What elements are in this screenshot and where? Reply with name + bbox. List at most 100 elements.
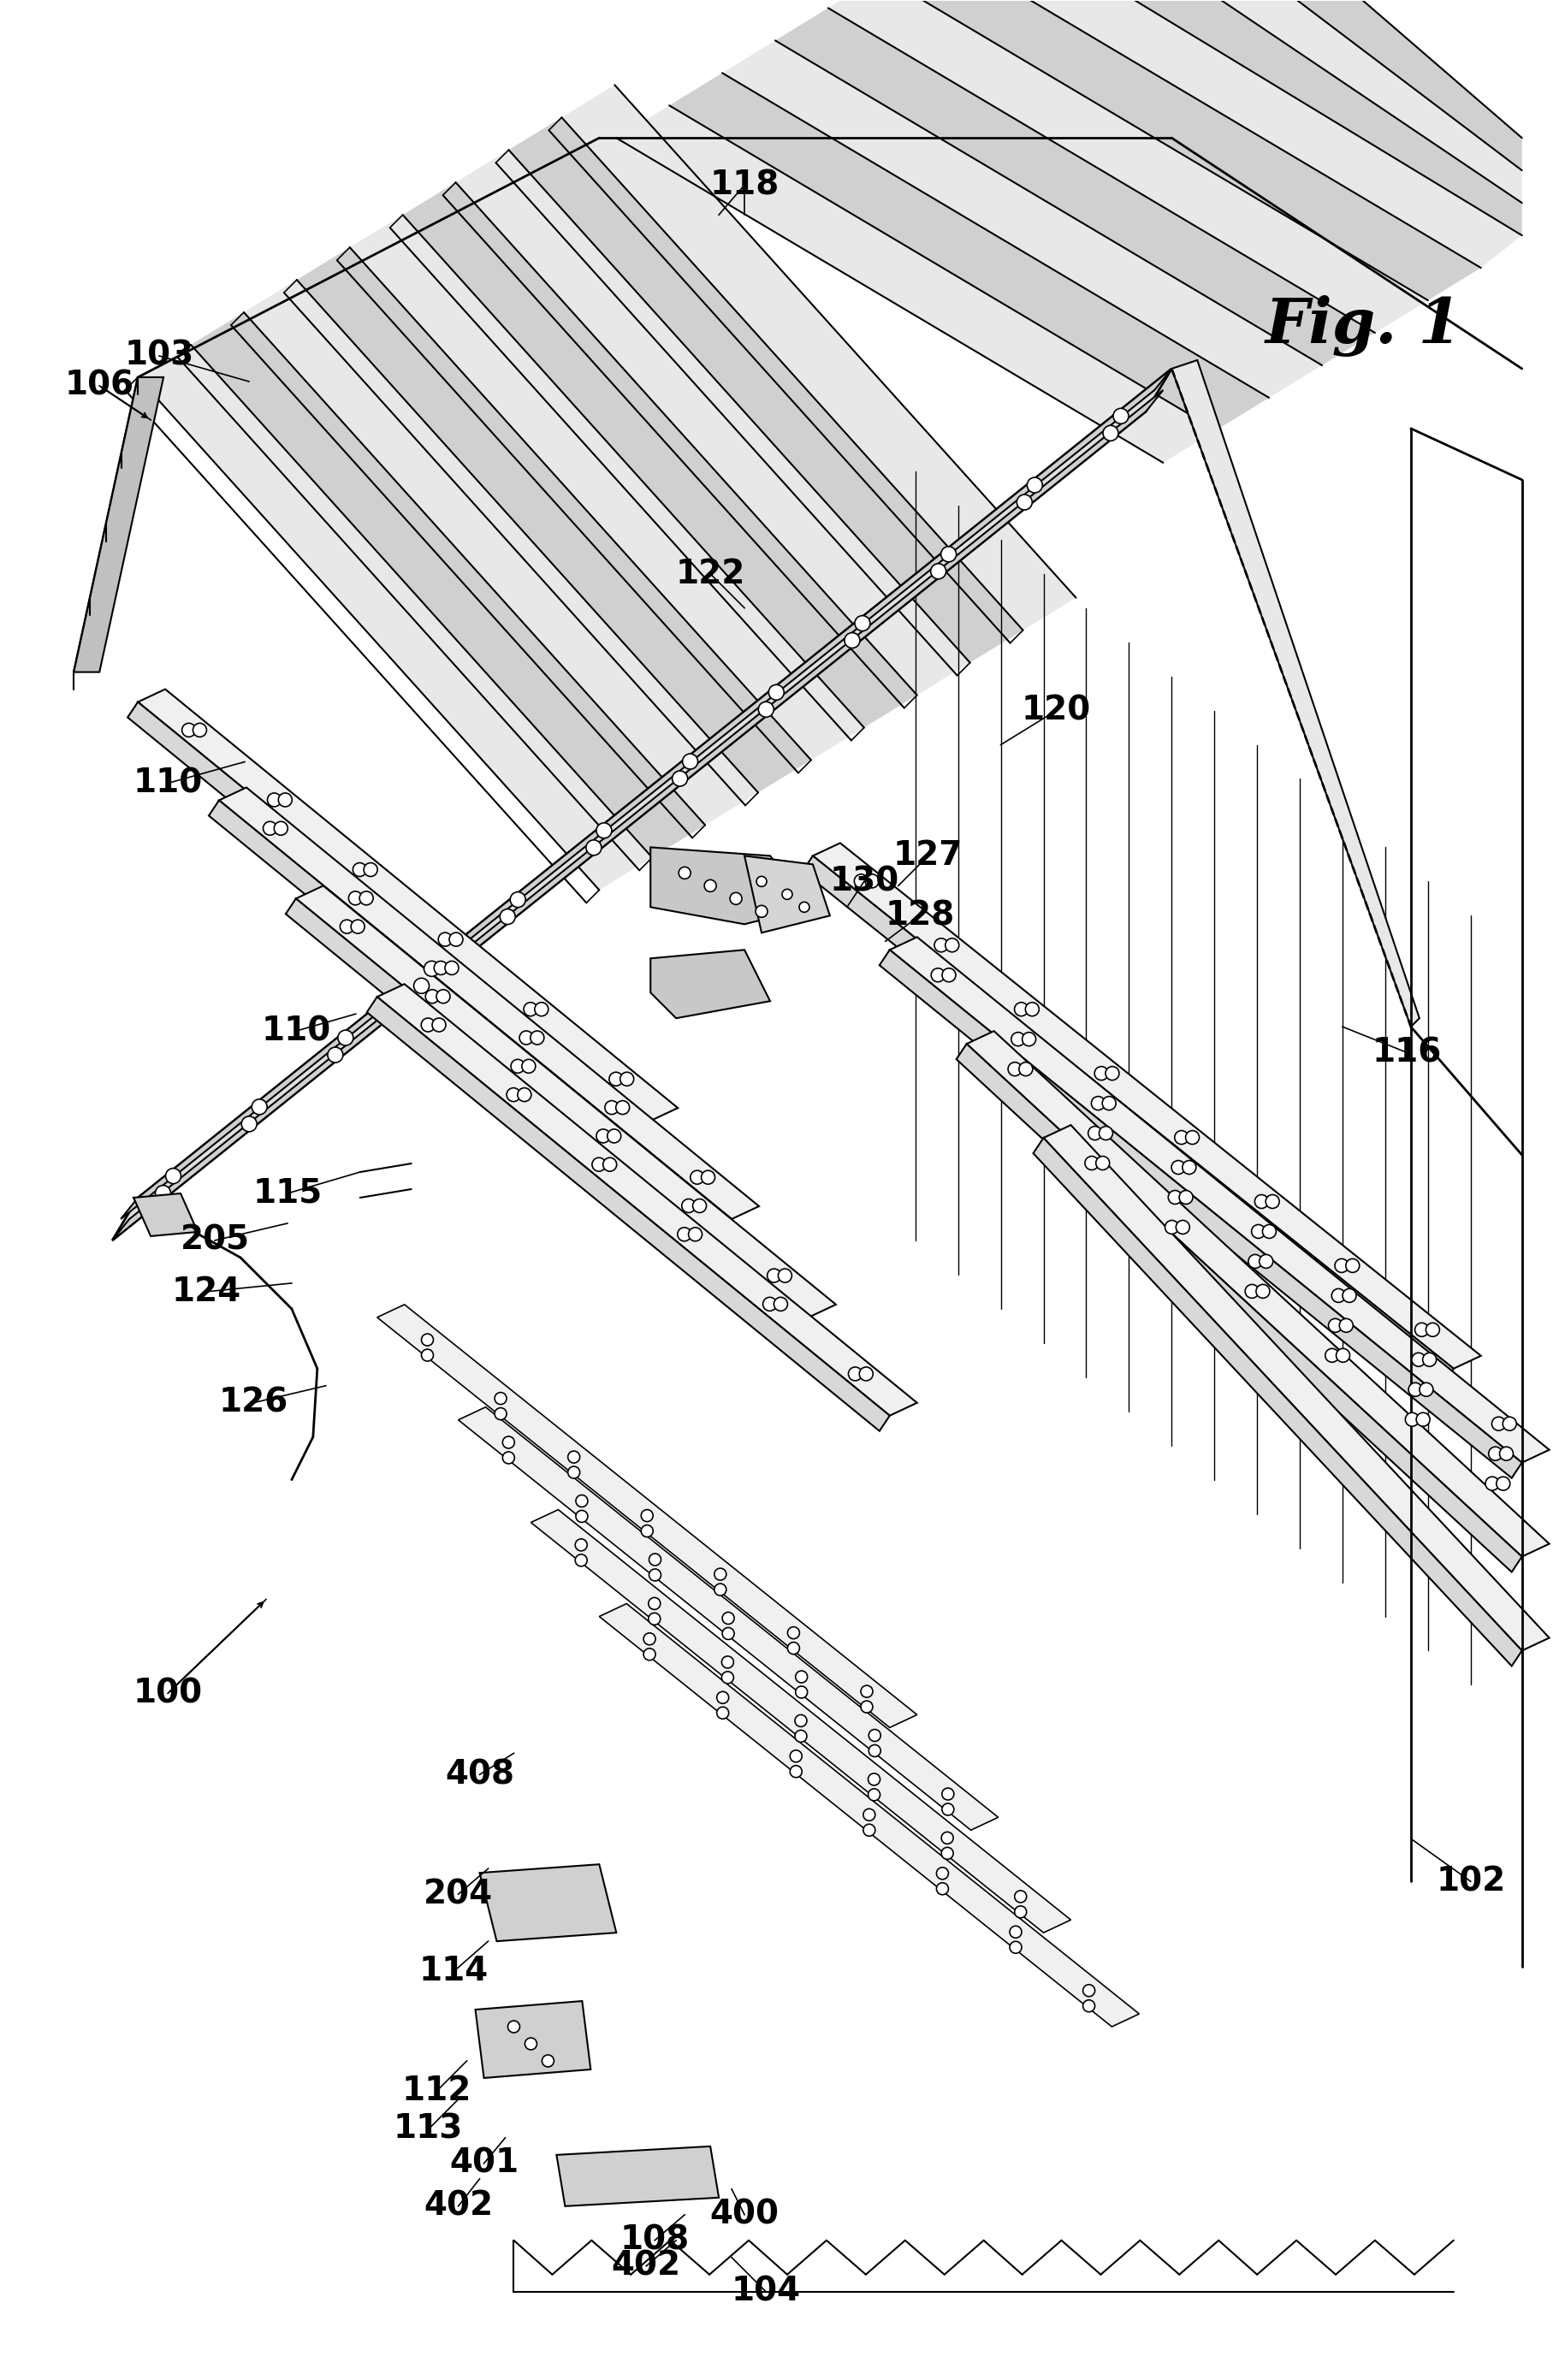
Circle shape — [360, 890, 372, 904]
Polygon shape — [1044, 1126, 1549, 1652]
Polygon shape — [366, 997, 890, 1430]
Text: 100: 100 — [133, 1678, 202, 1709]
Polygon shape — [775, 7, 1376, 364]
Polygon shape — [297, 248, 811, 793]
Polygon shape — [191, 312, 706, 857]
Circle shape — [848, 1366, 862, 1380]
Circle shape — [421, 1019, 435, 1033]
Circle shape — [690, 1171, 704, 1185]
Circle shape — [869, 1773, 880, 1785]
Circle shape — [518, 1088, 531, 1102]
Circle shape — [531, 1031, 545, 1045]
Circle shape — [689, 1228, 703, 1240]
Circle shape — [576, 1554, 587, 1566]
Polygon shape — [113, 390, 1163, 1240]
Circle shape — [351, 919, 365, 933]
Text: 104: 104 — [731, 2275, 801, 2309]
Circle shape — [241, 1116, 257, 1130]
Text: 204: 204 — [424, 1878, 493, 1911]
Circle shape — [1105, 1066, 1119, 1081]
Circle shape — [1094, 1066, 1108, 1081]
Circle shape — [1346, 1259, 1360, 1273]
Circle shape — [1096, 1157, 1110, 1171]
Polygon shape — [531, 1509, 1070, 1933]
Circle shape — [723, 1611, 734, 1623]
Polygon shape — [651, 847, 812, 923]
Circle shape — [363, 864, 377, 876]
Circle shape — [934, 938, 948, 952]
Circle shape — [723, 1628, 734, 1640]
Circle shape — [352, 864, 366, 876]
Circle shape — [861, 1702, 873, 1714]
Circle shape — [421, 1333, 434, 1345]
Circle shape — [1183, 1161, 1196, 1173]
Polygon shape — [562, 86, 1077, 631]
Text: 400: 400 — [711, 2199, 779, 2230]
Polygon shape — [956, 1045, 1521, 1573]
Circle shape — [1099, 1126, 1113, 1140]
Circle shape — [756, 876, 767, 888]
Polygon shape — [133, 1192, 197, 1235]
Circle shape — [679, 866, 690, 878]
Circle shape — [942, 1787, 955, 1799]
Polygon shape — [128, 702, 651, 1135]
Circle shape — [864, 1809, 875, 1821]
Circle shape — [1499, 1447, 1513, 1461]
Polygon shape — [349, 214, 864, 759]
Circle shape — [327, 1047, 343, 1061]
Circle shape — [1014, 1002, 1028, 1016]
Circle shape — [845, 633, 859, 647]
Circle shape — [942, 1833, 953, 1844]
Circle shape — [576, 1495, 588, 1507]
Circle shape — [421, 1349, 434, 1361]
Circle shape — [649, 1568, 660, 1580]
Polygon shape — [509, 117, 1024, 662]
Circle shape — [535, 1002, 548, 1016]
Circle shape — [1412, 1352, 1426, 1366]
Circle shape — [1025, 1002, 1039, 1016]
Circle shape — [1103, 426, 1119, 440]
Polygon shape — [1172, 359, 1419, 1026]
Circle shape — [1017, 495, 1033, 509]
Circle shape — [717, 1706, 729, 1718]
Circle shape — [432, 1019, 446, 1033]
Circle shape — [1488, 1447, 1502, 1461]
Circle shape — [790, 1766, 801, 1778]
Circle shape — [759, 702, 773, 716]
Circle shape — [795, 1671, 808, 1683]
Circle shape — [649, 1554, 660, 1566]
Circle shape — [349, 890, 362, 904]
Circle shape — [942, 969, 956, 983]
Circle shape — [502, 1438, 515, 1449]
Text: 113: 113 — [393, 2113, 463, 2144]
Circle shape — [800, 902, 809, 912]
Circle shape — [1113, 409, 1128, 424]
Circle shape — [701, 1171, 715, 1185]
Circle shape — [541, 2054, 554, 2066]
Polygon shape — [881, 0, 1480, 300]
Circle shape — [1405, 1414, 1419, 1426]
Polygon shape — [557, 2147, 718, 2206]
Circle shape — [413, 978, 429, 992]
Circle shape — [756, 904, 767, 916]
Text: 127: 127 — [894, 840, 962, 871]
Text: 130: 130 — [829, 866, 898, 897]
Circle shape — [1175, 1221, 1189, 1233]
Polygon shape — [803, 857, 1454, 1385]
Text: 402: 402 — [612, 2249, 681, 2282]
Circle shape — [1496, 1476, 1510, 1490]
Circle shape — [1260, 1254, 1272, 1269]
Circle shape — [524, 1002, 537, 1016]
Polygon shape — [138, 690, 678, 1121]
Circle shape — [768, 685, 784, 700]
Circle shape — [507, 1088, 520, 1102]
Text: 112: 112 — [402, 2075, 471, 2106]
Circle shape — [648, 1597, 660, 1609]
Circle shape — [795, 1685, 808, 1699]
Circle shape — [609, 1073, 623, 1085]
Circle shape — [568, 1466, 581, 1478]
Circle shape — [182, 724, 196, 738]
Circle shape — [424, 962, 440, 976]
Text: 114: 114 — [419, 1954, 488, 1987]
Circle shape — [1340, 1319, 1354, 1333]
